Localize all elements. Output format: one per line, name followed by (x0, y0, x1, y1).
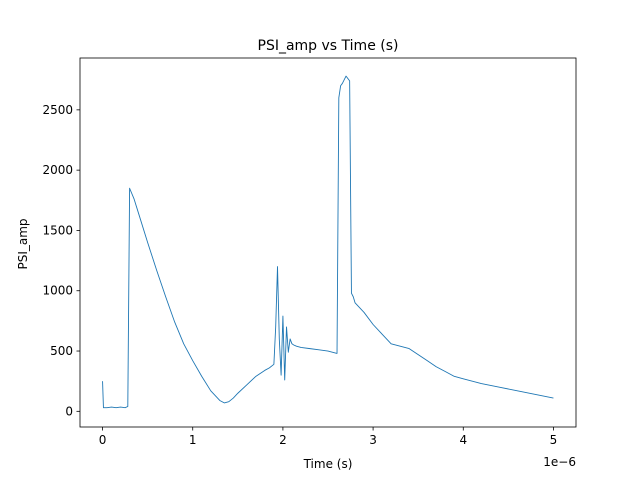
y-tick-label: 2500 (42, 103, 73, 117)
x-axis-title: Time (s) (303, 457, 353, 471)
chart-title: PSI_amp vs Time (s) (258, 38, 399, 54)
x-tick-label: 5 (550, 433, 558, 447)
y-tick-label: 1500 (42, 223, 73, 237)
y-tick-label: 0 (65, 404, 73, 418)
y-tick-label: 500 (50, 344, 73, 358)
x-offset-label: 1e−6 (543, 455, 576, 469)
plot-frame (79, 57, 577, 428)
y-tick-label: 1000 (42, 284, 73, 298)
y-axis: 0 500 1000 1500 2000 2500 (42, 103, 80, 418)
y-axis-title: PSI_amp (16, 218, 30, 269)
x-tick-label: 1 (189, 433, 197, 447)
x-axis: 0 1 2 3 4 5 (99, 427, 558, 447)
series-line-0 (102, 75, 554, 409)
y-tick-label: 2000 (42, 163, 73, 177)
x-tick-label: 2 (279, 433, 287, 447)
plot-area (79, 57, 577, 428)
x-tick-label: 0 (99, 433, 107, 447)
x-tick-label: 4 (459, 433, 467, 447)
x-tick-label: 3 (369, 433, 377, 447)
